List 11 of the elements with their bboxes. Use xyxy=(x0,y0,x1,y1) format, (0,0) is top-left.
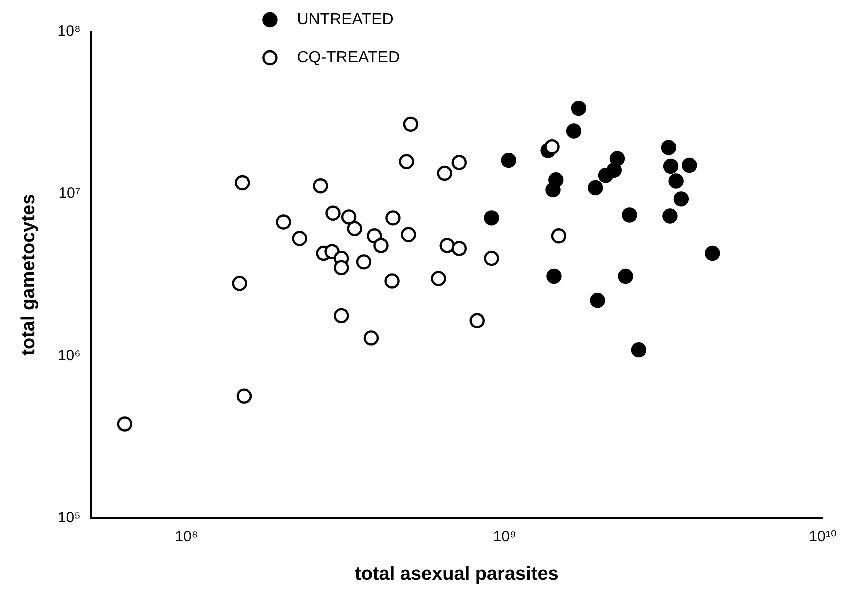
y-axis-title: total gametocytes xyxy=(18,194,40,356)
x-tick-label: 10⁹ xyxy=(493,528,516,546)
y-tick-label: 10⁶ xyxy=(58,347,81,364)
x-tick-label: 10⁸ xyxy=(175,528,198,546)
y-tick-label: 10⁷ xyxy=(58,185,81,202)
y-tick-label: 10⁵ xyxy=(58,509,81,526)
x-tick-label: 10¹⁰ xyxy=(809,528,837,546)
y-tick-label: 10⁸ xyxy=(58,23,81,40)
x-axis-title: total asexual parasites xyxy=(354,564,559,585)
legend-label: UNTREATED xyxy=(297,11,394,28)
legend-label: CQ-TREATED xyxy=(297,49,400,66)
